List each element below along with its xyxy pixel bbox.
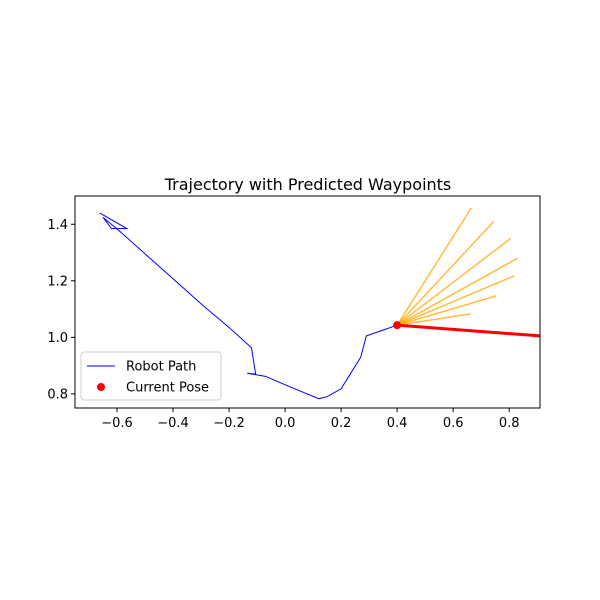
y-tick-label: 1.0 [47,331,68,346]
y-tick-label: 1.4 [47,218,68,233]
plot-area [99,207,540,400]
legend-robot-path-label: Robot Path [126,360,196,375]
legend-box [80,351,222,401]
predicted-waypoint-line-2 [396,295,497,326]
x-tick-label: −0.4 [157,416,189,431]
predicted-waypoint-line-5 [396,237,512,326]
robot-path-line [99,212,398,400]
x-axis-ticks: −0.6 −0.4 −0.2 0.0 0.2 0.4 0.6 0.8 [101,408,520,431]
x-tick-label: 0.8 [499,416,520,431]
heading-line [397,323,540,338]
predicted-waypoint-line-7 [396,207,473,326]
x-tick-label: −0.2 [213,416,245,431]
x-tick-label: 0.4 [387,416,408,431]
legend-current-pose-swatch [97,383,105,391]
predicted-waypoint-line-1 [397,313,471,326]
legend-current-pose-label: Current Pose [126,381,209,396]
predicted-waypoint-line-6 [396,220,495,326]
predicted-waypoint-line-3 [396,275,515,326]
x-tick-label: 0.2 [331,416,352,431]
x-tick-label: 0.6 [443,416,464,431]
y-tick-label: 1.2 [47,274,68,289]
axes-frame [74,195,541,409]
predicted-waypoint-line-4 [396,257,518,326]
x-tick-label: 0.0 [275,416,296,431]
y-tick-label: 0.8 [47,387,68,402]
y-axis-ticks: 0.8 1.0 1.2 1.4 [47,218,75,402]
x-tick-label: −0.6 [101,416,133,431]
legend: Robot Path Current Pose [80,351,222,401]
current-pose-marker [393,321,402,330]
chart-title: Trajectory with Predicted Waypoints [164,175,452,194]
